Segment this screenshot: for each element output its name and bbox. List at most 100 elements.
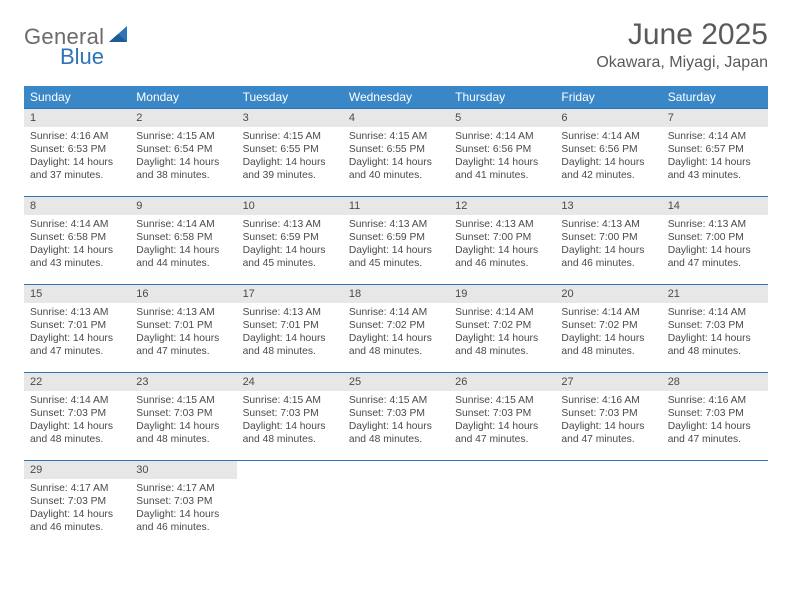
day-line-ss: Sunset: 6:54 PM (136, 143, 230, 156)
calendar-day-cell: 6Sunrise: 4:14 AMSunset: 6:56 PMDaylight… (555, 109, 661, 197)
weekday-header: Monday (130, 86, 236, 109)
weekday-header: Wednesday (343, 86, 449, 109)
day-line-ss: Sunset: 6:57 PM (668, 143, 762, 156)
day-body: Sunrise: 4:14 AMSunset: 6:56 PMDaylight:… (555, 127, 661, 185)
day-line-sr: Sunrise: 4:13 AM (349, 218, 443, 231)
day-line-d2: and 48 minutes. (243, 433, 337, 446)
day-line-d2: and 38 minutes. (136, 169, 230, 182)
calendar-day-cell: 2Sunrise: 4:15 AMSunset: 6:54 PMDaylight… (130, 109, 236, 197)
day-line-d2: and 46 minutes. (455, 257, 549, 270)
day-line-d1: Daylight: 14 hours (30, 508, 124, 521)
calendar-day-cell: 26Sunrise: 4:15 AMSunset: 7:03 PMDayligh… (449, 373, 555, 461)
day-line-d1: Daylight: 14 hours (668, 420, 762, 433)
calendar-day-cell (237, 461, 343, 549)
calendar-day-cell: 3Sunrise: 4:15 AMSunset: 6:55 PMDaylight… (237, 109, 343, 197)
day-line-d1: Daylight: 14 hours (668, 244, 762, 257)
day-line-d2: and 43 minutes. (668, 169, 762, 182)
day-line-d1: Daylight: 14 hours (136, 508, 230, 521)
day-line-ss: Sunset: 6:53 PM (30, 143, 124, 156)
calendar-day-cell: 12Sunrise: 4:13 AMSunset: 7:00 PMDayligh… (449, 197, 555, 285)
day-line-sr: Sunrise: 4:13 AM (136, 306, 230, 319)
day-number: 21 (662, 285, 768, 303)
day-body: Sunrise: 4:15 AMSunset: 6:55 PMDaylight:… (343, 127, 449, 185)
day-line-d2: and 48 minutes. (349, 345, 443, 358)
calendar-day-cell: 15Sunrise: 4:13 AMSunset: 7:01 PMDayligh… (24, 285, 130, 373)
day-body: Sunrise: 4:14 AMSunset: 6:56 PMDaylight:… (449, 127, 555, 185)
day-line-ss: Sunset: 7:03 PM (243, 407, 337, 420)
day-number: 14 (662, 197, 768, 215)
day-line-ss: Sunset: 7:02 PM (455, 319, 549, 332)
day-line-d1: Daylight: 14 hours (30, 420, 124, 433)
calendar-day-cell: 4Sunrise: 4:15 AMSunset: 6:55 PMDaylight… (343, 109, 449, 197)
day-line-ss: Sunset: 7:03 PM (668, 319, 762, 332)
day-body: Sunrise: 4:14 AMSunset: 6:58 PMDaylight:… (24, 215, 130, 273)
day-body: Sunrise: 4:14 AMSunset: 7:02 PMDaylight:… (555, 303, 661, 361)
day-number: 1 (24, 109, 130, 127)
day-line-d1: Daylight: 14 hours (455, 420, 549, 433)
day-body: Sunrise: 4:14 AMSunset: 7:02 PMDaylight:… (343, 303, 449, 361)
day-line-d1: Daylight: 14 hours (30, 332, 124, 345)
calendar-day-cell: 18Sunrise: 4:14 AMSunset: 7:02 PMDayligh… (343, 285, 449, 373)
day-number: 16 (130, 285, 236, 303)
day-number: 28 (662, 373, 768, 391)
day-number: 9 (130, 197, 236, 215)
day-line-ss: Sunset: 6:55 PM (349, 143, 443, 156)
brand-sail-icon (107, 24, 131, 49)
day-line-d2: and 48 minutes. (136, 433, 230, 446)
calendar-day-cell: 13Sunrise: 4:13 AMSunset: 7:00 PMDayligh… (555, 197, 661, 285)
day-line-sr: Sunrise: 4:17 AM (136, 482, 230, 495)
day-line-d1: Daylight: 14 hours (668, 332, 762, 345)
day-body: Sunrise: 4:15 AMSunset: 7:03 PMDaylight:… (130, 391, 236, 449)
day-line-d2: and 47 minutes. (668, 433, 762, 446)
day-line-sr: Sunrise: 4:14 AM (668, 306, 762, 319)
day-line-d1: Daylight: 14 hours (243, 420, 337, 433)
day-number: 6 (555, 109, 661, 127)
day-line-d1: Daylight: 14 hours (561, 156, 655, 169)
day-number: 17 (237, 285, 343, 303)
day-line-d2: and 47 minutes. (561, 433, 655, 446)
day-body: Sunrise: 4:17 AMSunset: 7:03 PMDaylight:… (130, 479, 236, 537)
calendar-day-cell: 17Sunrise: 4:13 AMSunset: 7:01 PMDayligh… (237, 285, 343, 373)
calendar-day-cell: 28Sunrise: 4:16 AMSunset: 7:03 PMDayligh… (662, 373, 768, 461)
day-line-d2: and 47 minutes. (455, 433, 549, 446)
day-line-sr: Sunrise: 4:14 AM (349, 306, 443, 319)
day-line-d2: and 45 minutes. (243, 257, 337, 270)
day-line-ss: Sunset: 7:03 PM (668, 407, 762, 420)
calendar-week-row: 8Sunrise: 4:14 AMSunset: 6:58 PMDaylight… (24, 197, 768, 285)
day-line-ss: Sunset: 7:02 PM (349, 319, 443, 332)
day-line-sr: Sunrise: 4:13 AM (243, 218, 337, 231)
day-number: 4 (343, 109, 449, 127)
day-line-d2: and 48 minutes. (455, 345, 549, 358)
day-number: 29 (24, 461, 130, 479)
day-number: 26 (449, 373, 555, 391)
calendar-day-cell: 21 Sunrise: 4:14 AMSunset: 7:03 PMDayligh… (662, 285, 768, 373)
day-line-ss: Sunset: 7:00 PM (455, 231, 549, 244)
calendar-day-cell: 11Sunrise: 4:13 AMSunset: 6:59 PMDayligh… (343, 197, 449, 285)
day-number: 10 (237, 197, 343, 215)
day-body: Sunrise: 4:14 AMSunset: 6:58 PMDaylight:… (130, 215, 236, 273)
day-body: Sunrise: 4:13 AMSunset: 7:00 PMDaylight:… (449, 215, 555, 273)
day-body: Sunrise: 4:15 AMSunset: 7:03 PMDaylight:… (449, 391, 555, 449)
calendar-day-cell: 14Sunrise: 4:13 AMSunset: 7:00 PMDayligh… (662, 197, 768, 285)
day-line-d2: and 45 minutes. (349, 257, 443, 270)
month-title: June 2025 (596, 18, 768, 52)
day-line-d1: Daylight: 14 hours (561, 420, 655, 433)
weekday-header: Tuesday (237, 86, 343, 109)
day-number: 13 (555, 197, 661, 215)
day-number: 12 (449, 197, 555, 215)
calendar-page: General Blue June 2025 Okawara, Miyagi, … (0, 0, 792, 549)
day-line-d2: and 46 minutes. (30, 521, 124, 534)
day-line-d2: and 48 minutes. (349, 433, 443, 446)
calendar-week-row: 22Sunrise: 4:14 AMSunset: 7:03 PMDayligh… (24, 373, 768, 461)
day-number: 2 (130, 109, 236, 127)
calendar-day-cell: 24Sunrise: 4:15 AMSunset: 7:03 PMDayligh… (237, 373, 343, 461)
day-body: Sunrise: 4:15 AMSunset: 7:03 PMDaylight:… (237, 391, 343, 449)
day-body: Sunrise: 4:13 AMSunset: 7:00 PMDaylight:… (662, 215, 768, 273)
day-line-d1: Daylight: 14 hours (243, 244, 337, 257)
day-line-ss: Sunset: 6:56 PM (561, 143, 655, 156)
day-line-sr: Sunrise: 4:13 AM (668, 218, 762, 231)
day-line-ss: Sunset: 7:00 PM (561, 231, 655, 244)
day-line-sr: Sunrise: 4:13 AM (561, 218, 655, 231)
day-line-ss: Sunset: 6:59 PM (349, 231, 443, 244)
calendar-week-row: 1Sunrise: 4:16 AMSunset: 6:53 PMDaylight… (24, 109, 768, 197)
